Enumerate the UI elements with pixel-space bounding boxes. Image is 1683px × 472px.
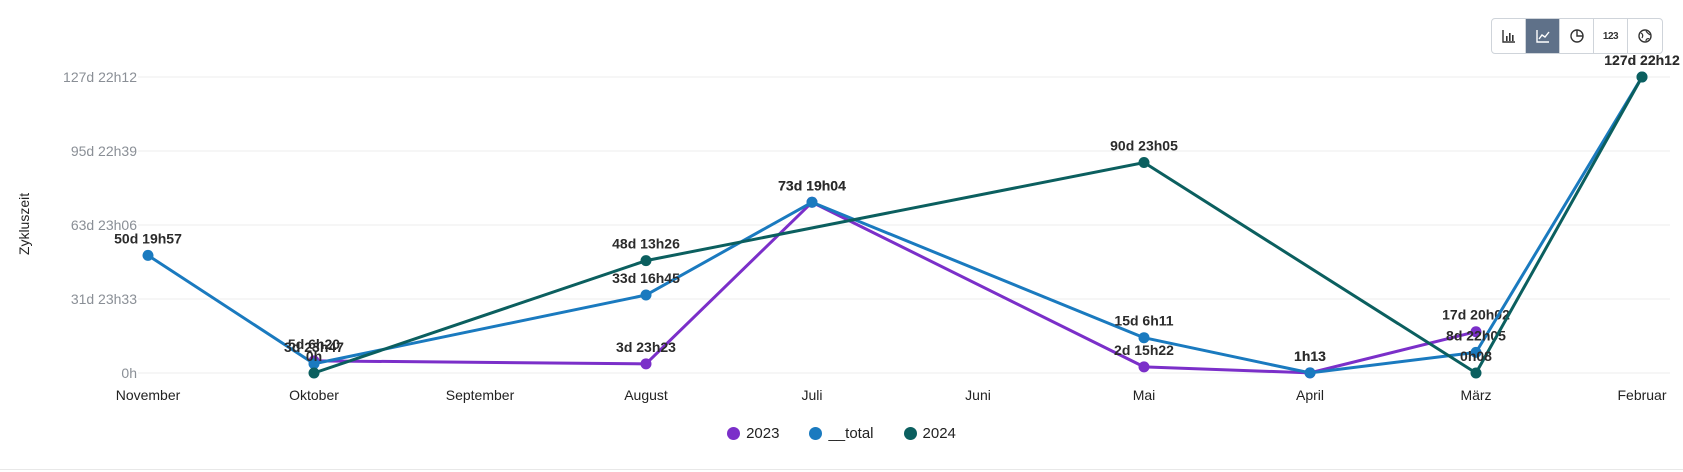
line-chart: 0h 31d 23h33 63d 23h06 95d 22h39 127d 22h12 Z… xyxy=(16,52,1680,403)
data-label: 3d 23h23 xyxy=(616,339,676,355)
x-tick-label: Februar xyxy=(1617,387,1666,403)
data-label: 73d 19h04 xyxy=(778,177,846,193)
series-line xyxy=(313,200,1477,375)
data-point xyxy=(142,249,154,261)
number-icon: 123 xyxy=(1602,30,1619,42)
map-button[interactable] xyxy=(1628,19,1662,53)
data-label: 5d 6h20 xyxy=(288,336,340,352)
data-label: 17d 20h02 xyxy=(1442,307,1510,323)
y-tick-label: 0h xyxy=(121,365,137,381)
x-tick-label: Juli xyxy=(801,387,822,403)
chart-legend: 2023 __total 2024 xyxy=(0,425,1683,442)
legend-label: 2024 xyxy=(922,425,956,442)
data-point xyxy=(1138,332,1150,344)
y-tick-label: 127d 22h12 xyxy=(63,69,137,85)
bar-chart-icon xyxy=(1501,30,1515,43)
x-tick-label: März xyxy=(1460,387,1491,403)
data-label: 3d 23h47 xyxy=(284,339,344,355)
legend-item[interactable]: __total xyxy=(809,425,874,442)
line-chart-icon xyxy=(1535,30,1550,43)
pie-chart-icon xyxy=(1569,29,1584,43)
legend-item[interactable]: 2023 xyxy=(727,425,779,442)
x-tick-label: Oktober xyxy=(289,387,339,403)
data-point xyxy=(308,367,320,379)
x-tick-label: August xyxy=(624,387,668,403)
x-tick-label: April xyxy=(1296,387,1324,403)
data-label: 127d 22h12 xyxy=(1604,52,1680,68)
data-label: 0h xyxy=(306,348,322,364)
globe-icon xyxy=(1638,29,1652,43)
data-label: 90d 23h05 xyxy=(1110,138,1178,154)
data-label: 48d 13h26 xyxy=(612,236,680,252)
divider xyxy=(0,469,1683,470)
data-point xyxy=(806,196,818,208)
x-tick-label: September xyxy=(446,387,515,403)
y-axis-label: Zykluszeit xyxy=(16,193,32,255)
data-label: 73d 19h04 xyxy=(778,177,846,193)
data-point xyxy=(1138,157,1150,169)
number-button[interactable]: 123 xyxy=(1594,19,1628,53)
bar-chart-button[interactable] xyxy=(1492,19,1526,53)
line-chart-button[interactable] xyxy=(1526,19,1560,53)
data-point xyxy=(1470,346,1482,358)
data-label: 127d 22h12 xyxy=(1604,52,1680,68)
x-tick-label: Juni xyxy=(965,387,991,403)
legend-swatch xyxy=(809,427,823,440)
data-point xyxy=(640,358,652,370)
data-point xyxy=(640,255,652,267)
y-tick-label: 31d 23h33 xyxy=(71,291,137,307)
x-tick-label: Mai xyxy=(1133,387,1156,403)
data-label: 8d 22h05 xyxy=(1446,327,1506,343)
data-label: 15d 6h11 xyxy=(1114,313,1173,329)
data-point xyxy=(640,289,652,301)
data-label: 0h08 xyxy=(1460,348,1492,364)
pie-chart-button[interactable] xyxy=(1560,19,1594,53)
legend-item[interactable]: 2024 xyxy=(903,425,956,442)
data-label: 2d 15h22 xyxy=(1114,342,1174,358)
legend-swatch xyxy=(727,427,741,440)
data-point xyxy=(1138,361,1150,373)
y-tick-label: 63d 23h06 xyxy=(71,217,137,233)
data-label: 50d 19h57 xyxy=(114,230,182,246)
x-tick-label: November xyxy=(116,387,181,403)
data-label: 33d 16h45 xyxy=(612,270,680,286)
data-point xyxy=(1304,367,1316,379)
data-point xyxy=(308,358,320,370)
data-point xyxy=(1636,71,1648,83)
data-point xyxy=(1470,367,1482,379)
data-label: 1h13 xyxy=(1294,348,1326,364)
legend-label: __total xyxy=(828,425,874,442)
data-label: 1h13 xyxy=(1294,348,1326,364)
chart-type-toolbar: 123 xyxy=(1491,18,1663,54)
data-point xyxy=(1470,326,1482,338)
legend-swatch xyxy=(903,427,917,440)
legend-label: 2023 xyxy=(746,425,780,442)
y-tick-label: 95d 22h39 xyxy=(71,143,137,159)
